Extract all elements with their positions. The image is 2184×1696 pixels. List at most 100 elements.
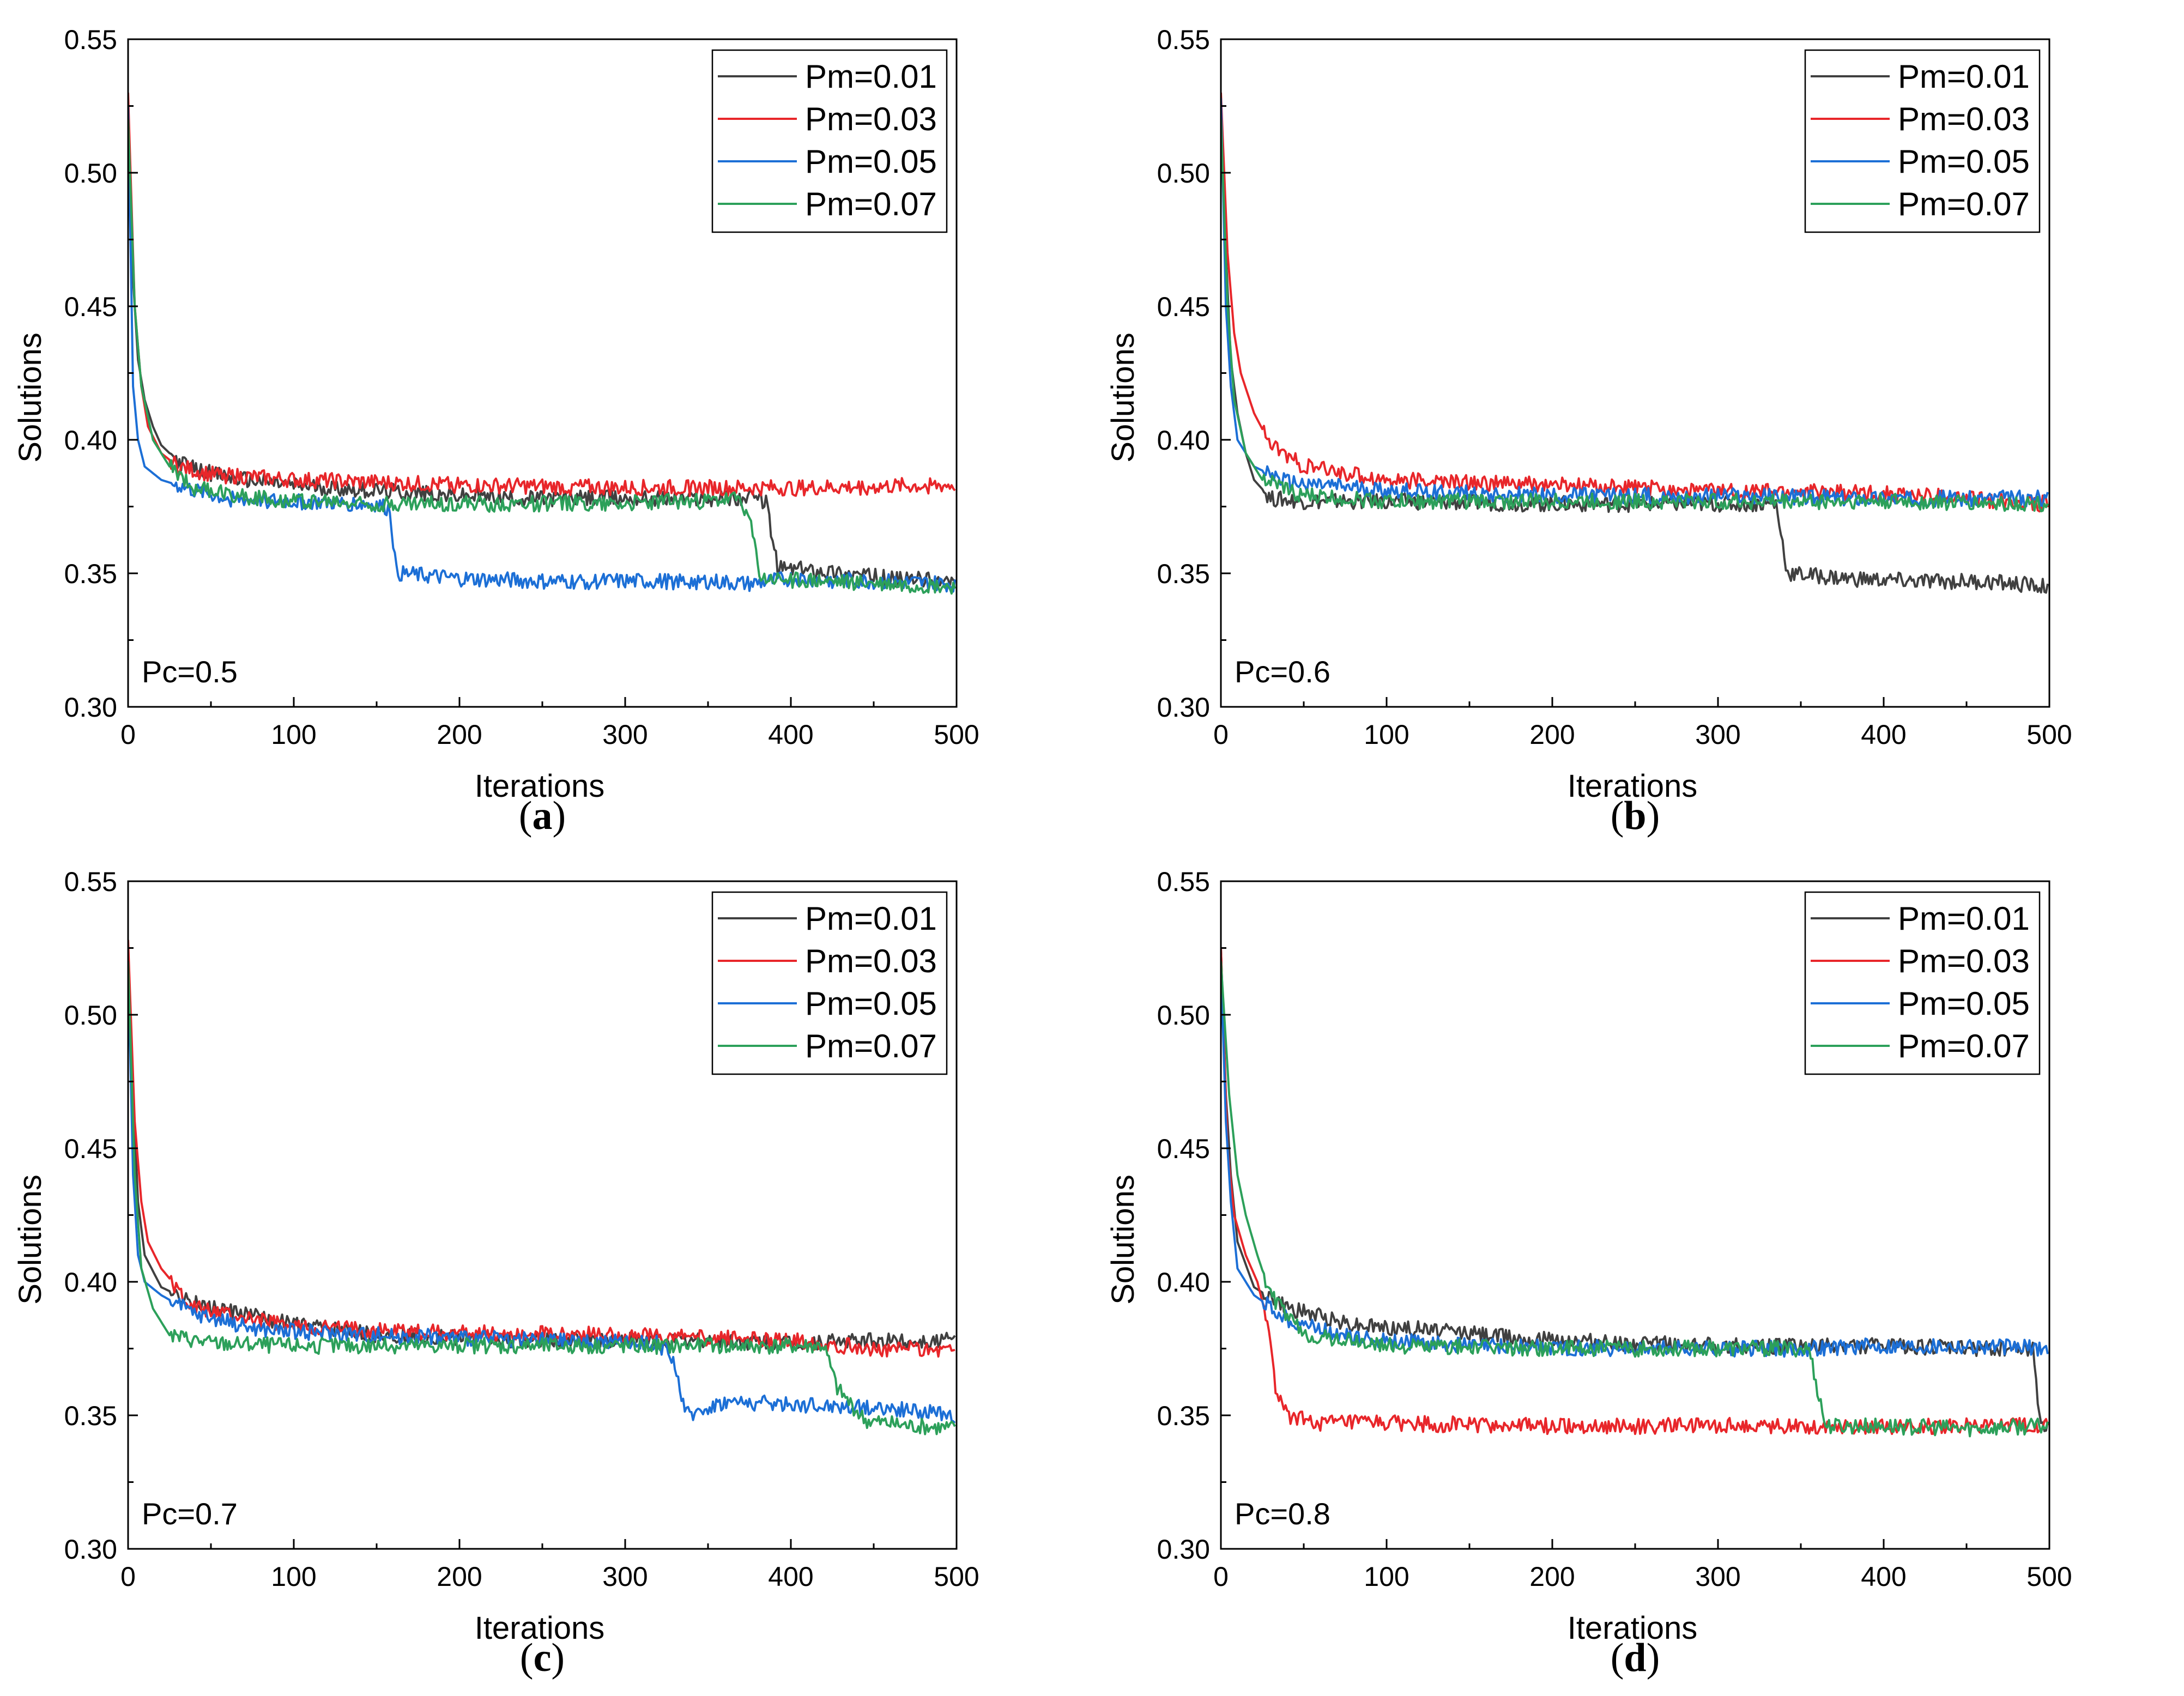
y-axis-title: Solutions — [13, 1174, 48, 1305]
x-tick-label: 200 — [1529, 719, 1575, 750]
panel-label-b: (b) — [1610, 794, 1660, 838]
legend-label: Pm=0.01 — [805, 58, 937, 95]
legend-box — [711, 891, 948, 1075]
x-tick-label: 500 — [2026, 719, 2072, 750]
series-line-pm-0-05 — [128, 961, 956, 1424]
x-tick-label: 200 — [1529, 1561, 1575, 1592]
series-line-pm-0-07 — [128, 119, 956, 595]
y-tick-label: 0.55 — [1157, 867, 1210, 897]
plot-area — [128, 92, 956, 595]
x-tick-label: 400 — [768, 719, 813, 750]
legend-label: Pm=0.05 — [1898, 985, 2030, 1022]
y-tick-label: 0.45 — [1157, 1134, 1210, 1164]
y-tick-label: 0.50 — [64, 158, 117, 189]
panel-label-d: (d) — [1610, 1636, 1660, 1680]
plot-area — [128, 940, 956, 1435]
y-axis-title: Solutions — [1105, 1174, 1141, 1305]
series-line-pm-0-07 — [1221, 961, 2049, 1438]
y-tick-label: 0.50 — [1157, 158, 1210, 189]
x-tick-label: 100 — [271, 1561, 316, 1592]
panel-label-c: (c) — [519, 1636, 565, 1680]
x-tick-label: 500 — [2026, 1561, 2072, 1592]
legend-label: Pm=0.05 — [805, 143, 937, 180]
x-tick-label: 400 — [1861, 1561, 1906, 1592]
y-tick-label: 0.35 — [1157, 1401, 1210, 1431]
x-tick-label: 400 — [768, 1561, 813, 1592]
y-tick-label: 0.30 — [1157, 692, 1210, 723]
series-line-pm-0-07 — [1221, 119, 2049, 513]
x-tick-label: 0 — [120, 719, 136, 750]
plot-area — [1221, 948, 2049, 1438]
x-axis-title: Iterations — [1568, 768, 1698, 804]
legend-label: Pm=0.05 — [805, 985, 937, 1022]
x-tick-label: 500 — [934, 719, 979, 750]
legend-box — [711, 49, 948, 233]
y-tick-label: 0.35 — [64, 1401, 117, 1431]
y-tick-label: 0.35 — [64, 559, 117, 589]
legend-label: Pm=0.01 — [1898, 900, 2030, 937]
legend-label: Pm=0.07 — [805, 1028, 937, 1064]
legend: Pm=0.01 Pm=0.03 Pm=0.05 Pm=0.07 — [1804, 891, 2041, 1075]
legend-label: Pm=0.03 — [805, 101, 937, 137]
chart-panel-b: 0 100 200 300 400 500 0.30 0.35 0.40 0.45 0.50 0.55… — [1105, 25, 2072, 804]
pc-annotation: Pc=0.6 — [1235, 655, 1330, 689]
x-tick-label: 400 — [1861, 719, 1906, 750]
legend-label: Pm=0.01 — [805, 900, 937, 937]
legend-label: Pm=0.05 — [1898, 143, 2030, 180]
legend-label: Pm=0.03 — [805, 943, 937, 979]
pc-annotation: Pc=0.5 — [142, 655, 238, 689]
pc-annotation: Pc=0.8 — [1235, 1497, 1330, 1531]
y-tick-label: 0.50 — [1157, 1000, 1210, 1031]
legend-label: Pm=0.03 — [1898, 943, 2030, 979]
y-tick-label: 0.40 — [1157, 425, 1210, 456]
legend-label: Pm=0.01 — [1898, 58, 2030, 95]
x-tick-label: 300 — [602, 1561, 648, 1592]
y-tick-label: 0.55 — [64, 25, 117, 55]
y-tick-label: 0.30 — [64, 692, 117, 723]
x-axis-title: Iterations — [475, 768, 605, 804]
y-tick-label: 0.40 — [1157, 1267, 1210, 1298]
y-tick-label: 0.35 — [1157, 559, 1210, 589]
legend-box — [1804, 49, 2041, 233]
y-tick-label: 0.45 — [64, 1134, 117, 1164]
y-tick-label: 0.40 — [64, 425, 117, 456]
chart-panel-c: 0 100 200 300 400 500 0.30 0.35 0.40 0.45 0.50 0.55… — [13, 867, 979, 1646]
series-line-pm-0-07 — [128, 961, 956, 1435]
y-tick-label: 0.55 — [64, 867, 117, 897]
x-tick-label: 100 — [271, 719, 316, 750]
x-tick-label: 100 — [1364, 1561, 1409, 1592]
legend-box — [1804, 891, 2041, 1075]
x-tick-label: 100 — [1364, 719, 1409, 750]
x-tick-label: 300 — [602, 719, 648, 750]
y-tick-label: 0.30 — [1157, 1534, 1210, 1565]
x-axis-title: Iterations — [1568, 1610, 1698, 1646]
plot-area — [1221, 92, 2049, 594]
y-tick-label: 0.40 — [64, 1267, 117, 1298]
x-tick-label: 200 — [437, 1561, 482, 1592]
x-tick-label: 200 — [437, 719, 482, 750]
series-line-pm-0-05 — [128, 106, 956, 593]
x-tick-label: 300 — [1695, 719, 1740, 750]
legend-label: Pm=0.07 — [1898, 186, 2030, 222]
chart-panel-d: 0 100 200 300 400 500 0.30 0.35 0.40 0.45 0.50 0.55… — [1105, 867, 2072, 1646]
y-tick-label: 0.30 — [64, 1534, 117, 1565]
legend-label: Pm=0.07 — [1898, 1028, 2030, 1064]
y-tick-label: 0.55 — [1157, 25, 1210, 55]
x-tick-label: 300 — [1695, 1561, 1740, 1592]
series-line-pm-0-01 — [1221, 948, 2049, 1432]
legend-label: Pm=0.07 — [805, 186, 937, 222]
y-axis-title: Solutions — [1105, 332, 1141, 463]
legend: Pm=0.01 Pm=0.03 Pm=0.05 Pm=0.07 — [711, 891, 948, 1075]
x-tick-label: 500 — [934, 1561, 979, 1592]
series-line-pm-0-03 — [128, 92, 956, 497]
x-tick-label: 0 — [120, 1561, 136, 1592]
pc-annotation: Pc=0.7 — [142, 1497, 238, 1531]
legend: Pm=0.01 Pm=0.03 Pm=0.05 Pm=0.07 — [1804, 49, 2041, 233]
x-tick-label: 0 — [1213, 719, 1229, 750]
y-tick-label: 0.50 — [64, 1000, 117, 1031]
x-axis-title: Iterations — [475, 1610, 605, 1646]
y-tick-label: 0.45 — [1157, 292, 1210, 322]
x-tick-label: 0 — [1213, 1561, 1229, 1592]
y-tick-label: 0.45 — [64, 292, 117, 322]
